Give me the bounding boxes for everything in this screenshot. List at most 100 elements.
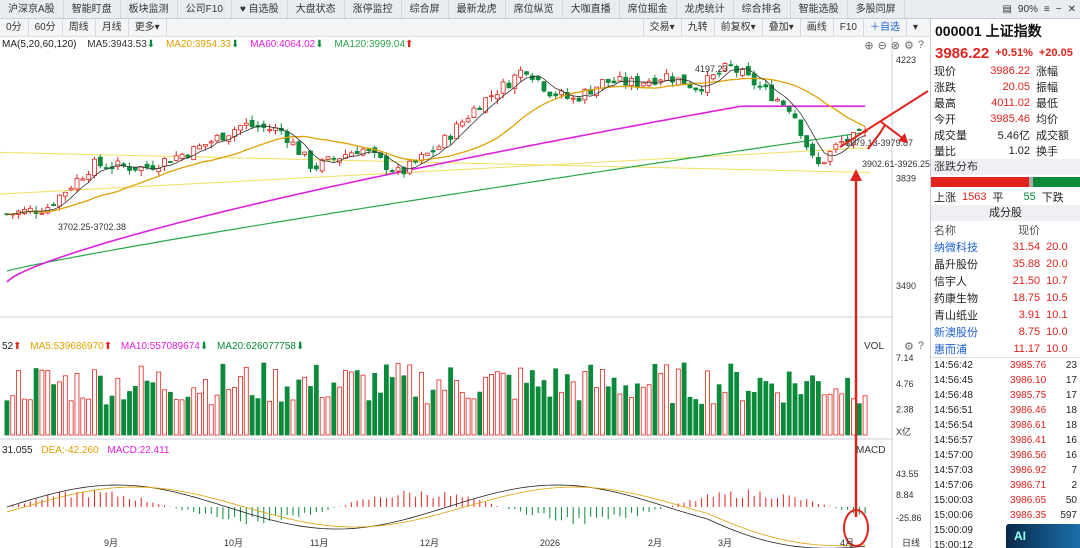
chart-canvas[interactable]: 4223 3839 3490 4197.23 3702.25-3702.38 3979.1… <box>0 37 930 548</box>
tool-button[interactable]: 叠加▾ <box>761 19 800 37</box>
candle <box>296 141 302 155</box>
kline-chart[interactable]: 4223 3839 3490 4197.23 3702.25-3702.38 3979.1… <box>0 37 930 548</box>
volume-bar <box>570 381 576 436</box>
cf-name[interactable]: 信宇人 <box>934 275 967 288</box>
topnav-item[interactable]: 多股同屏 <box>848 0 905 18</box>
topnav-item[interactable]: 席位纵览 <box>506 0 563 18</box>
topnav-item[interactable]: 最新龙虎 <box>449 0 506 18</box>
volume-bar <box>45 370 51 436</box>
period-tab[interactable]: 周线 <box>63 18 96 37</box>
topnav-item[interactable]: 综合屏 <box>402 0 449 18</box>
chart-controls[interactable]: ⊕ ⊖ ⊗ ⚙? <box>864 39 924 52</box>
volume-bar <box>109 395 115 436</box>
price-axis-label: 4223 <box>896 55 916 65</box>
tool-button[interactable]: 画线 <box>799 19 833 37</box>
vol-ma20: MA20:626077758 <box>217 341 296 352</box>
ma60-line <box>6 105 866 283</box>
cf-row[interactable]: 新澳股份 8.75 10.0 <box>931 323 1080 340</box>
cf-row[interactable]: 青山纸业 3.91 10.1 <box>931 306 1080 323</box>
volume-bar <box>576 400 582 436</box>
topnav-item[interactable]: 板块监测 <box>121 0 178 18</box>
topnav-item[interactable]: 智能选股 <box>791 0 848 18</box>
vol-controls[interactable]: ⚙? <box>904 340 924 353</box>
cf-row[interactable]: 纳微科技 31.54 20.0 <box>931 238 1080 255</box>
topnav-item[interactable]: 沪深京A股 <box>0 0 64 18</box>
tool-button[interactable]: 前复权▾ <box>713 19 762 37</box>
macd-legend: 31.055 DEA:-42.260 MACD:22.411 <box>2 445 170 456</box>
topnav-item[interactable]: 智能盯盘 <box>64 0 121 18</box>
tool-button[interactable]: F10 <box>832 19 863 37</box>
close-icon[interactable]: ✕ <box>1067 4 1076 15</box>
candle <box>506 82 512 89</box>
cf-pct: 10.5 <box>1046 291 1068 304</box>
tool-button[interactable]: ＋自选 <box>862 19 906 37</box>
volume-bar <box>833 388 839 436</box>
period-tab[interactable]: 更多▾ <box>129 18 167 37</box>
topnav-item[interactable]: 席位掘金 <box>620 0 677 18</box>
candle <box>611 80 617 84</box>
tick-time: 14:57:06 <box>934 479 973 491</box>
volume-bar <box>693 399 699 436</box>
volume-bar <box>156 371 162 436</box>
cf-name[interactable]: 晶升股份 <box>934 258 978 271</box>
cf-col-header: 名称 <box>934 224 956 237</box>
add-icon[interactable]: ⊕ <box>864 40 874 52</box>
volume-bar <box>319 397 325 436</box>
tick-volume: 597 <box>1060 509 1077 521</box>
cf-name[interactable]: 青山纸业 <box>934 309 978 322</box>
volume-bar <box>699 403 705 436</box>
cf-price: 18.75 <box>1012 291 1041 304</box>
price-annotation: 3702.25-3702.38 <box>58 222 126 232</box>
period-tab[interactable]: 月线 <box>96 18 129 37</box>
topnav-item[interactable]: 龙虎统计 <box>677 0 734 18</box>
candle <box>74 178 80 190</box>
cf-name[interactable]: 纳微科技 <box>934 241 978 254</box>
candle <box>162 158 167 167</box>
volume-bar <box>798 394 804 436</box>
period-tab[interactable]: 0分 <box>0 18 29 37</box>
help-icon[interactable]: ? <box>917 340 924 352</box>
tool-button[interactable]: ▾ <box>905 19 924 37</box>
cf-name[interactable]: 新澳股份 <box>934 326 978 339</box>
help-icon[interactable]: ? <box>917 39 924 51</box>
candle <box>827 150 833 162</box>
cf-row[interactable]: 信宇人 21.50 10.7 <box>931 272 1080 289</box>
tick-time: 14:57:00 <box>934 449 973 461</box>
topnav-item[interactable]: 公司F10 <box>178 0 232 18</box>
cf-name[interactable]: 惠而浦 <box>934 343 967 356</box>
candle <box>722 63 728 72</box>
cf-name[interactable]: 药康生物 <box>934 292 978 305</box>
topnav-item[interactable]: 大盘状态 <box>288 0 345 18</box>
ai-button[interactable]: AI <box>1006 524 1080 548</box>
candle <box>710 74 716 80</box>
cf-row[interactable]: 药康生物 18.75 10.5 <box>931 289 1080 306</box>
tool-button[interactable]: 九转 <box>680 19 714 37</box>
settings-icon[interactable]: ⚙ <box>904 341 914 353</box>
dif-value: 31.055 <box>2 445 33 456</box>
cf-row[interactable]: 晶升股份 35.88 20.0 <box>931 255 1080 272</box>
cf-pct: 10.0 <box>1046 325 1068 338</box>
settings-icon[interactable]: ⚙ <box>904 40 914 52</box>
date-label: 4月 <box>840 538 854 548</box>
minus-icon[interactable]: ⊖ <box>877 40 887 52</box>
abs-change: +20.05 <box>1038 47 1073 59</box>
tool-button[interactable]: 交易▾ <box>642 19 681 37</box>
tick-price: 3986.35 <box>1010 509 1047 521</box>
period-tab[interactable]: 60分 <box>29 18 63 37</box>
vol-axis-label: 4.76 <box>896 379 914 389</box>
chart-toolbar: 0分 60分 周线 月线 更多▾ 交易▾ 九转 前复权▾ 叠加▾ 画线 F10 ＋自选 ▾ <box>0 18 930 37</box>
vol-axis-label: 7.14 <box>896 353 914 363</box>
topnav-item[interactable]: 涨停监控 <box>345 0 402 18</box>
candle <box>214 134 220 142</box>
candle <box>150 165 156 170</box>
cf-pct: 20.0 <box>1046 257 1068 270</box>
topnav-item[interactable]: 综合排名 <box>734 0 791 18</box>
cf-row[interactable]: 惠而浦 11.17 10.0 <box>931 340 1080 357</box>
minimize-icon[interactable]: − <box>1055 4 1062 15</box>
menu-icon[interactable]: ≡ <box>1043 4 1050 15</box>
topnav-item[interactable]: ♥ 自选股 <box>232 0 288 18</box>
tick-time: 14:56:51 <box>934 404 973 416</box>
close-icon[interactable]: ⊗ <box>890 40 900 52</box>
constituents-table[interactable]: 名称 现价 纳微科技 31.54 20.0 晶升股份 35.88 20.0 信宇人 21.50 10… <box>931 221 1080 357</box>
topnav-item[interactable]: 大咖直播 <box>563 0 620 18</box>
